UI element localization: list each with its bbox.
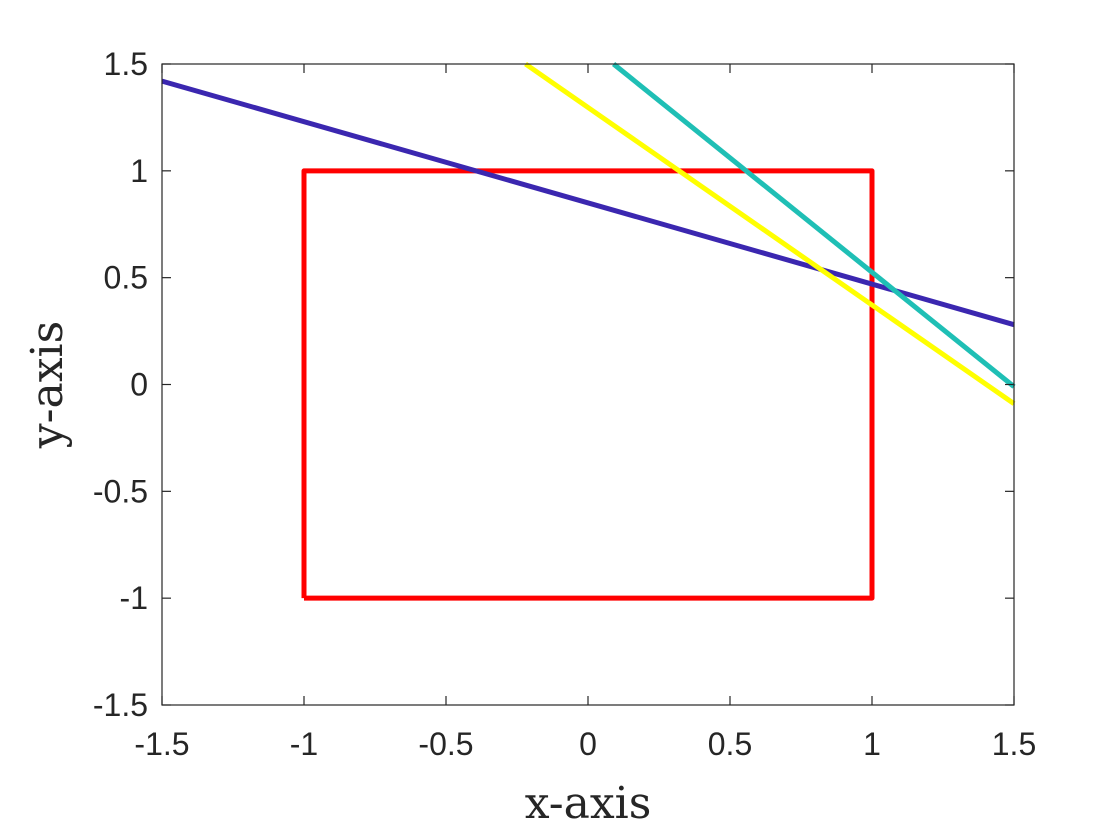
x-tick-label: -0.5: [418, 726, 473, 762]
x-tick-label: 0.5: [708, 726, 752, 762]
series-layer: [161, 61, 1016, 601]
y-tick-label: 1: [130, 153, 148, 189]
x-tick-label: -1: [290, 726, 318, 762]
y-tick-label: -0.5: [93, 473, 148, 509]
series-line-3: [524, 61, 1016, 406]
x-tick-label: 1: [863, 726, 881, 762]
series-line-2: [161, 78, 1015, 328]
y-axis-label: y-axis: [22, 321, 73, 449]
x-tick-label: 1.5: [992, 726, 1036, 762]
y-tick-label: 0.5: [104, 260, 148, 296]
x-tick-label: -1.5: [134, 726, 189, 762]
y-tick-label: 0: [130, 367, 148, 403]
series-line-4: [611, 62, 1016, 389]
x-tick-label: 0: [579, 726, 597, 762]
y-tick-label: -1: [120, 580, 148, 616]
ticks-layer: -1.5 -1 -0.5 0 0.5 1 1.5 -1.5 -1 -0.5 0 0.5 1 1.5: [93, 46, 1036, 762]
x-axis-label: x-axis: [525, 778, 652, 829]
axes-box: [161, 63, 1015, 706]
y-tick-label: 1.5: [104, 46, 148, 82]
series-line-1: [301, 168, 875, 601]
y-tick-label: -1.5: [93, 687, 148, 723]
